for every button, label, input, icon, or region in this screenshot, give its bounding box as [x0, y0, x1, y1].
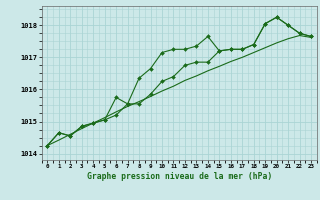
X-axis label: Graphe pression niveau de la mer (hPa): Graphe pression niveau de la mer (hPa) — [87, 172, 272, 181]
